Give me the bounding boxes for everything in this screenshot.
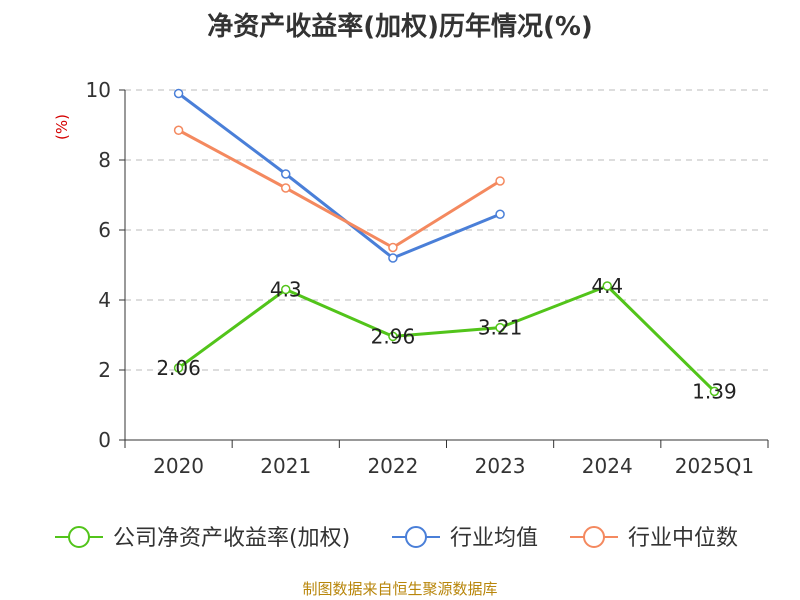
axes: 0 2 4 6 8 10 2020 2021 2022 2023 2024 2025Q1	[86, 78, 769, 478]
legend-label: 行业中位数	[628, 526, 738, 551]
data-point	[281, 169, 291, 179]
y-tick-label: 6	[98, 218, 111, 242]
legend: 公司净资产收益率(加权) 行业均值 行业中位数	[55, 526, 738, 551]
x-tick-label: 2025Q1	[675, 454, 754, 478]
legend-label: 公司净资产收益率(加权)	[113, 526, 350, 551]
data-point	[388, 253, 398, 263]
data-label: 3.21	[478, 316, 523, 340]
data-point	[281, 284, 291, 295]
data-point	[602, 281, 612, 291]
data-label: 2.96	[371, 324, 416, 348]
data-label: 4.4	[591, 274, 623, 298]
x-tick-label: 2021	[260, 454, 311, 478]
legend-swatch-marker	[583, 526, 605, 548]
data-label: 1.39	[692, 379, 737, 403]
x-tick-label: 2022	[367, 454, 418, 478]
data-point	[173, 125, 184, 135]
data-point	[173, 88, 184, 99]
legend-label: 行业均值	[450, 526, 538, 551]
data-source-note: 制图数据来自恒生聚源数据库	[302, 580, 498, 598]
series-group: 2.06 4.3 2.96 3.21 4.4 1.39	[156, 88, 737, 403]
legend-item: 行业均值	[392, 526, 538, 551]
y-axis-label: (%)	[53, 114, 71, 140]
legend-swatch-marker	[68, 526, 90, 548]
data-point	[388, 331, 398, 342]
grid-lines	[125, 89, 768, 371]
series-0: 2.06 4.3 2.96 3.21 4.4 1.39	[156, 274, 736, 403]
data-point	[173, 363, 184, 373]
y-tick-label: 2	[98, 358, 111, 382]
series-1	[173, 88, 505, 263]
series-line	[177, 92, 501, 260]
y-tick-label: 4	[98, 288, 111, 312]
data-point	[495, 176, 505, 186]
data-label: 4.3	[270, 278, 302, 302]
data-point	[495, 209, 505, 219]
legend-swatch-marker	[405, 526, 427, 548]
y-tick-label: 8	[98, 148, 111, 172]
legend-item: 公司净资产收益率(加权)	[55, 526, 350, 551]
data-point	[388, 242, 398, 253]
y-tick-label: 0	[98, 428, 111, 452]
data-point	[709, 386, 720, 397]
data-label: 2.06	[156, 356, 201, 380]
chart-title: 净资产收益率(加权)历年情况(%)	[207, 12, 593, 42]
x-tick-label: 2024	[582, 454, 633, 478]
series-line	[177, 284, 716, 393]
x-tick-label: 2023	[475, 454, 526, 478]
series-2	[173, 125, 505, 253]
y-tick-label: 10	[86, 78, 111, 102]
data-point	[495, 322, 505, 333]
x-tick-label: 2020	[153, 454, 204, 478]
legend-item: 行业中位数	[570, 526, 738, 551]
data-point	[281, 183, 291, 193]
series-line	[177, 128, 501, 249]
